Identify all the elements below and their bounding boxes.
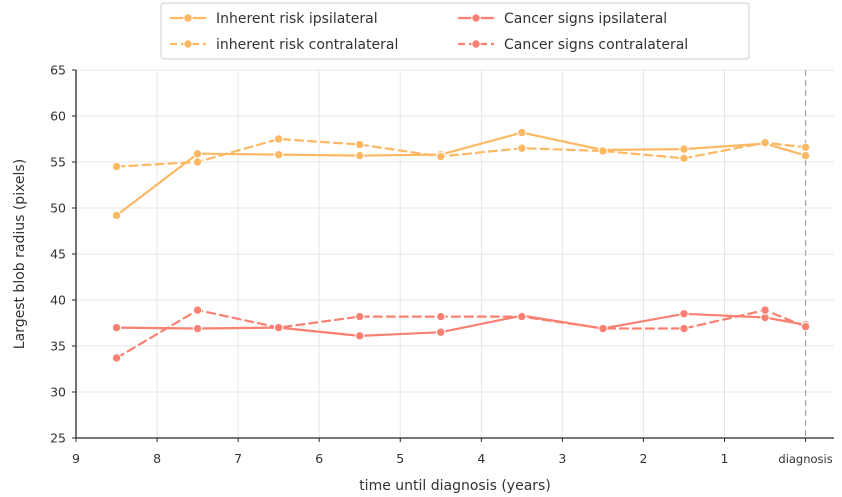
diagnosis-tick-label: diagnosis (778, 452, 832, 466)
x-tick-label: 2 (639, 451, 647, 466)
data-point (193, 150, 201, 158)
x-tick-label: 8 (153, 451, 161, 466)
x-tick-label: 5 (396, 451, 404, 466)
data-point (761, 306, 769, 314)
data-point (437, 312, 445, 320)
data-point (437, 152, 445, 160)
data-point (112, 323, 120, 331)
data-point (193, 306, 201, 314)
data-point (680, 154, 688, 162)
y-tick-label: 25 (50, 431, 66, 446)
data-point (112, 354, 120, 362)
data-point (801, 143, 809, 151)
data-point (680, 145, 688, 153)
data-point (518, 144, 526, 152)
data-point (356, 140, 364, 148)
data-point (193, 324, 201, 332)
data-point (193, 158, 201, 166)
grid-lines (76, 70, 834, 438)
legend-label: inherent risk contralateral (216, 37, 398, 53)
y-tick-label: 60 (50, 109, 66, 124)
legend-label: Inherent risk ipsilateral (216, 11, 378, 27)
y-tick-label: 45 (50, 247, 66, 262)
x-tick-label: 3 (558, 451, 566, 466)
y-axis-label: Largest blob radius (pixels) (12, 159, 28, 349)
legend-marker (472, 40, 480, 48)
data-point (356, 151, 364, 159)
data-point (761, 138, 769, 146)
data-point (801, 322, 809, 330)
data-point (112, 162, 120, 170)
x-axis-label: time until diagnosis (years) (359, 478, 551, 494)
legend-label: Cancer signs ipsilateral (504, 11, 667, 27)
data-point (518, 312, 526, 320)
y-tick-label: 35 (50, 339, 66, 354)
legend-marker (184, 14, 192, 22)
series-line (117, 310, 806, 358)
data-point (274, 135, 282, 143)
y-tick-label: 65 (50, 63, 66, 78)
data-point (274, 323, 282, 331)
data-point (356, 332, 364, 340)
legend-label: Cancer signs contralateral (504, 37, 688, 53)
x-tick-label: 1 (721, 451, 729, 466)
data-point (437, 328, 445, 336)
data-series (112, 128, 809, 362)
data-point (356, 312, 364, 320)
data-point (518, 128, 526, 136)
data-point (680, 310, 688, 318)
data-point (680, 324, 688, 332)
x-tick-label: 9 (72, 451, 80, 466)
data-point (274, 150, 282, 158)
x-tick-label: 6 (315, 451, 323, 466)
x-tick-label: 4 (477, 451, 485, 466)
data-point (112, 211, 120, 219)
legend: Inherent risk ipsilateral inherent risk c… (161, 3, 749, 59)
data-point (599, 324, 607, 332)
y-tick-label: 55 (50, 155, 66, 170)
legend-marker (184, 40, 192, 48)
data-point (599, 147, 607, 155)
x-tick-label: 7 (234, 451, 242, 466)
y-tick-label: 50 (50, 201, 66, 216)
data-point (801, 151, 809, 159)
legend-marker (472, 14, 480, 22)
y-tick-label: 30 (50, 385, 66, 400)
y-tick-label: 40 (50, 293, 66, 308)
series-line (117, 133, 806, 216)
